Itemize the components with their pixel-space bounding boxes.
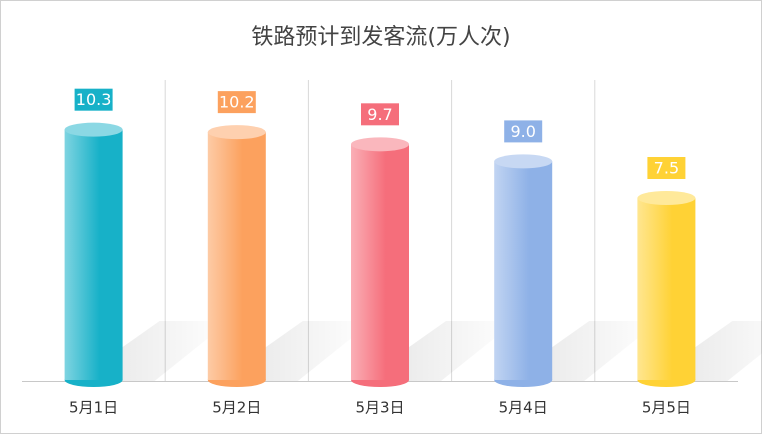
- value-label-box: [217, 91, 256, 114]
- bar: [64, 129, 123, 380]
- value-label: 10.3: [76, 90, 112, 109]
- x-tick-label: 5月1日: [69, 399, 118, 417]
- value-label: 9.7: [367, 105, 392, 124]
- x-tick-label: 5月3日: [355, 399, 404, 417]
- value-label: 10.2: [219, 93, 255, 112]
- chart-title: 铁路预计到发客流(万人次): [251, 25, 510, 50]
- bar-top: [637, 191, 696, 205]
- value-label-box: [361, 103, 399, 126]
- bar-top: [494, 154, 553, 169]
- bar-top: [207, 125, 266, 140]
- value-label-box: [647, 157, 686, 179]
- bar-top: [64, 122, 123, 137]
- x-tick-label: 5月5日: [642, 399, 691, 417]
- bar-top: [351, 137, 409, 152]
- bar: [637, 198, 696, 380]
- bar: [351, 144, 409, 380]
- bar: [494, 161, 553, 380]
- x-tick-label: 5月2日: [212, 399, 261, 417]
- bar: [207, 132, 266, 380]
- value-label: 7.5: [654, 159, 679, 178]
- value-label: 9.0: [510, 122, 535, 141]
- value-label-box: [504, 120, 543, 143]
- x-tick-label: 5月4日: [499, 399, 548, 417]
- value-label-box: [74, 88, 113, 111]
